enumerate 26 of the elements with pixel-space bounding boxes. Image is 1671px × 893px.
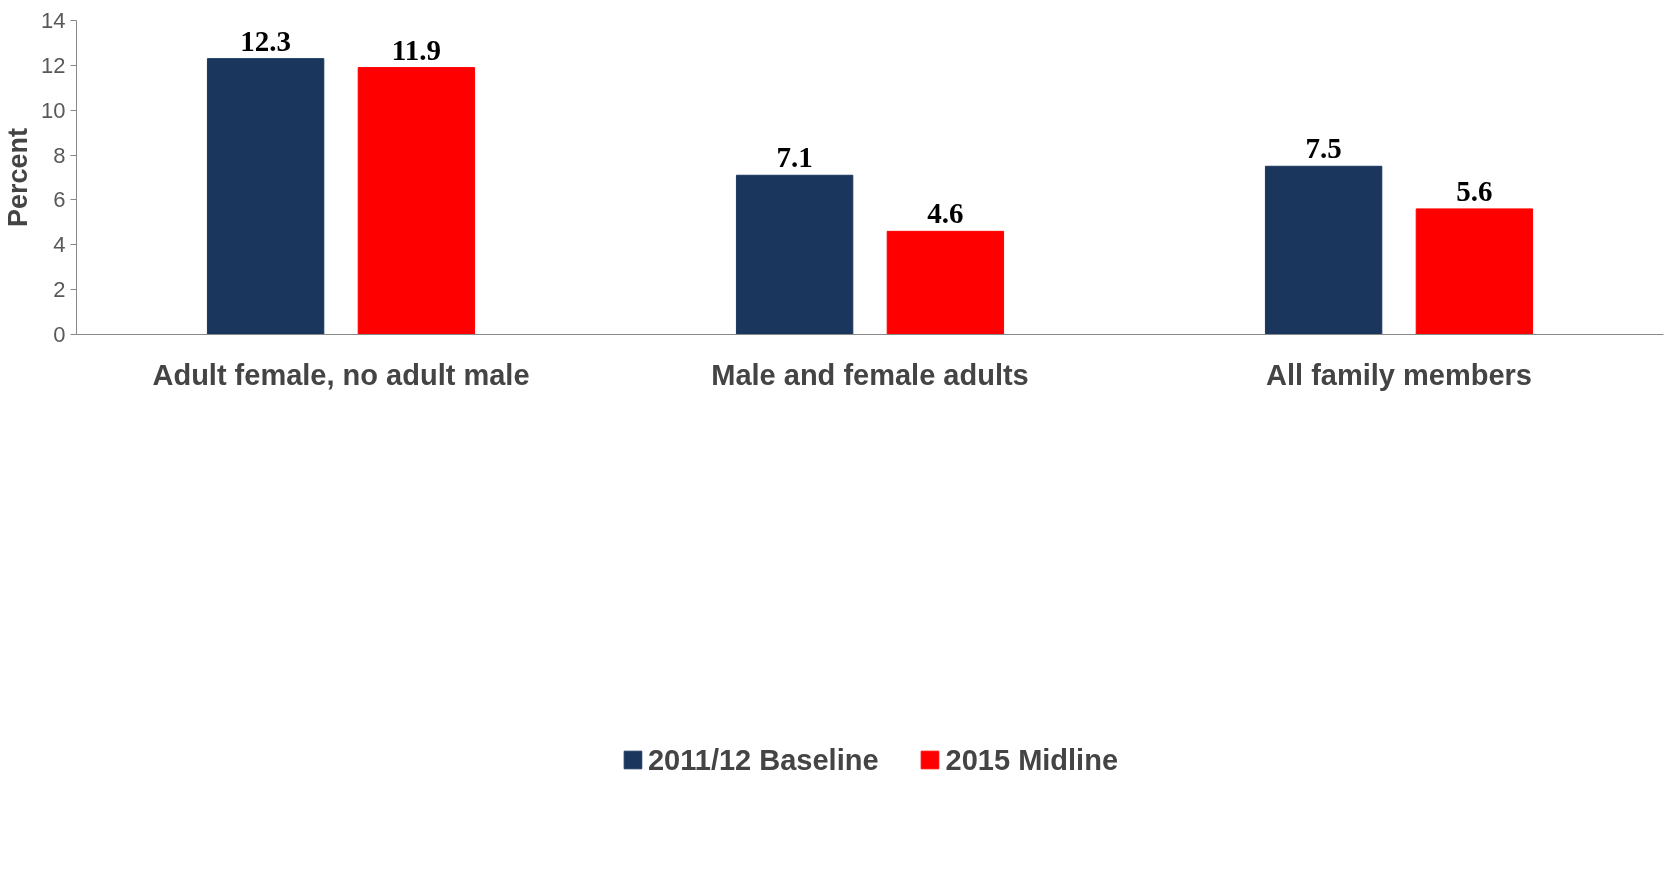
bar [206,58,325,335]
legend-label: 2015 Midline [945,743,1119,777]
bar [1415,208,1534,335]
y-tick-label: 8 [53,142,66,168]
bar [357,67,476,335]
y-tick-label: 2 [53,277,66,303]
data-label: 5.6 [1456,174,1493,207]
bar [735,174,854,335]
data-label: 7.1 [776,141,813,174]
data-label: 7.5 [1305,132,1342,165]
y-tick-label: 0 [53,322,66,347]
y-tick-label: 12 [41,52,66,78]
bar [1264,165,1383,335]
y-tick-label: 6 [53,187,66,213]
data-label: 11.9 [391,33,441,66]
y-axis-title: Percent [3,127,34,228]
x-tick-label: Male and female adults [711,358,1029,391]
data-label: 12.3 [240,24,291,57]
bar [886,230,1005,335]
y-tick-label: 4 [53,232,66,258]
y-tick-label: 14 [41,8,66,33]
legend-label: 2011/12 Baseline [647,743,879,777]
y-tick-label: 10 [41,97,66,123]
x-tick-label: All family members [1266,358,1532,391]
data-label: 4.6 [927,197,964,230]
x-tick-label: Adult female, no adult male [152,358,530,391]
